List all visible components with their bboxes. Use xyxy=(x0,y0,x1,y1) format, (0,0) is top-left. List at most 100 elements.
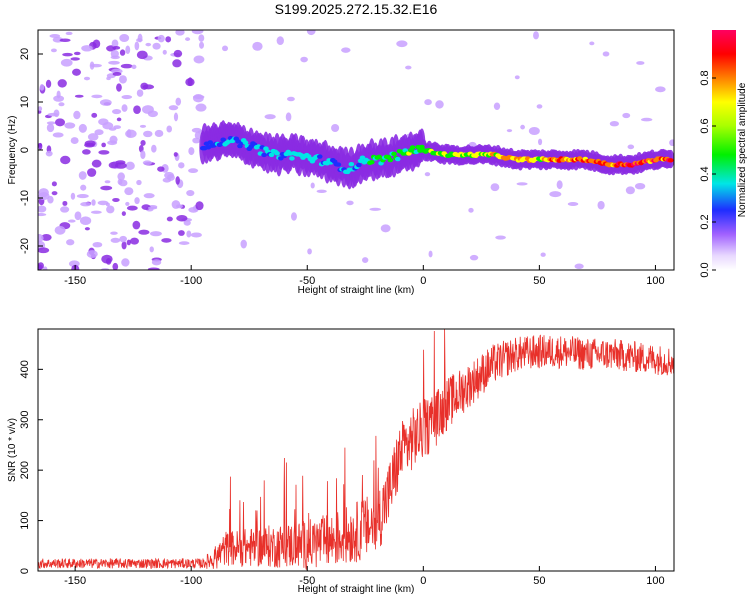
spectrogram-noise-cell xyxy=(175,97,182,106)
snr-x-tick-label: -150 xyxy=(64,575,86,587)
snr-x-tick-label: -100 xyxy=(180,575,202,587)
spectrogram-ridge-cell xyxy=(368,160,375,165)
colorbar-gradient xyxy=(712,30,736,270)
spectrogram-noise-cell xyxy=(107,140,118,146)
spectrogram-noise-cell xyxy=(187,77,193,86)
spectrogram-noise-cell xyxy=(567,201,579,206)
spectrogram-noise-cell xyxy=(154,129,164,138)
colorbar-label: Normalized spectral amplitude xyxy=(737,82,748,217)
snr-x-ticks: -150 -100 -50 0 50 100 xyxy=(64,566,665,587)
spectrogram-noise-cell xyxy=(602,51,610,57)
spectrogram-noise-cell xyxy=(82,149,91,155)
spectrogram-noise-cell xyxy=(178,230,185,236)
snr-y-tick-label: 0 xyxy=(19,568,31,574)
spectrogram-noise-cell xyxy=(285,112,292,122)
spectrogram-noise-cell xyxy=(655,86,666,93)
snr-x-tick-label: 0 xyxy=(420,575,426,587)
spectrogram-noise-cell xyxy=(495,235,506,240)
spectrogram-noise-cell xyxy=(121,258,130,267)
spectrogram-x-tick-label: 100 xyxy=(646,275,664,287)
spectrogram-noise-cell xyxy=(49,34,61,38)
spectrogram-noise-cell xyxy=(636,61,645,65)
spectrogram-noise-cell xyxy=(47,195,54,204)
spectrogram-noise-cell xyxy=(118,75,127,84)
spectrogram-noise-cell xyxy=(78,123,87,133)
spectrogram-noise-cell xyxy=(186,189,195,197)
spectrogram-noise-cell xyxy=(424,99,432,106)
spectrogram-noise-cell xyxy=(92,39,101,49)
spectrogram-noise-cell xyxy=(113,125,121,130)
spectrogram-noise-cell xyxy=(54,225,66,235)
spectrogram-noise-cell xyxy=(516,182,528,186)
spectrogram-noise-cell xyxy=(469,254,479,261)
spectrogram-noise-cell xyxy=(83,76,91,81)
spectrogram-noise-cell xyxy=(669,139,674,147)
spectrogram-noise-cell xyxy=(101,254,113,264)
spectrogram-noise-cell xyxy=(300,56,308,63)
spectrogram-noise-cell xyxy=(126,205,138,211)
spectrogram-noise-cell xyxy=(80,201,92,207)
spectrogram-noise-cell xyxy=(41,233,52,241)
spectrogram-noise-cell xyxy=(38,106,43,112)
spectrogram-noise-cell xyxy=(59,38,71,42)
spectrogram-ridge-cell xyxy=(394,156,401,162)
spectrogram-y-tick-label: 20 xyxy=(19,48,31,60)
spectrogram-noise-cell xyxy=(98,118,109,126)
spectrogram-noise-cell xyxy=(428,250,433,258)
spectrogram-noise-cell xyxy=(168,105,179,111)
spectrogram-noise-cell xyxy=(138,229,150,235)
spectrogram-noise-cell xyxy=(50,48,57,53)
spectrogram-noise-cell xyxy=(121,211,126,217)
spectrogram-noise-cell xyxy=(276,36,284,45)
spectrogram-noise-cell xyxy=(396,40,408,48)
spectrogram-noise-cell xyxy=(157,34,165,43)
spectrogram-noise-cell xyxy=(60,206,70,213)
spectrogram-noise-cell xyxy=(108,161,119,169)
spectrogram-noise-cell xyxy=(97,200,109,206)
spectrogram-noise-cell xyxy=(38,233,44,243)
spectrogram-noise-cell xyxy=(424,172,431,177)
spectrogram-noise-cell xyxy=(640,117,653,122)
spectrogram-x-label: Height of straight line (km) xyxy=(298,285,415,296)
spectrogram-noise-cell xyxy=(121,241,127,250)
spectrogram-noise-cell xyxy=(341,47,351,53)
spectrogram-noise-cell xyxy=(435,100,444,109)
spectrogram-noise-cell xyxy=(143,130,153,138)
spectrogram-noise-cell xyxy=(346,200,354,206)
snr-y-tick-label: 200 xyxy=(19,461,31,479)
snr-y-ticks: 0 100 200 300 400 xyxy=(19,360,43,574)
spectrogram-noise-cell xyxy=(136,50,148,60)
spectrogram-noise-cell xyxy=(533,31,539,40)
spectrogram-noise-cell xyxy=(405,65,412,70)
spectrogram-ridge-cell xyxy=(316,154,323,159)
spectrogram-noise-cell xyxy=(45,79,52,88)
spectrogram-noise-cell xyxy=(132,220,141,230)
spectrogram-noise-cell xyxy=(139,124,147,128)
spectrogram-noise-cell xyxy=(112,197,120,202)
spectrogram-noise-cell xyxy=(528,126,540,136)
spectrogram-noise-cell xyxy=(58,102,65,107)
spectrogram-noise-cell xyxy=(188,147,195,156)
spectrogram-ridge-cell xyxy=(261,152,267,158)
spectrogram-noise-cell xyxy=(131,64,137,70)
spectrogram-noise-cell xyxy=(126,239,131,246)
spectrogram-noise-cell xyxy=(240,239,247,249)
spectrogram-noise-cell xyxy=(55,118,65,127)
spectrogram-noise-cell xyxy=(116,117,122,122)
spectrogram-marks xyxy=(38,30,674,270)
spectrogram-noise-cell xyxy=(175,30,185,36)
spectrogram-noise-cell xyxy=(195,201,204,211)
spectrogram-noise-cell xyxy=(222,45,229,52)
spectrogram-noise-cell xyxy=(290,212,297,221)
spectrogram-noise-cell xyxy=(198,34,205,42)
spectrogram-x-tick-label: -150 xyxy=(64,275,86,287)
spectrogram-noise-cell xyxy=(130,237,139,245)
spectrogram-noise-cell xyxy=(149,246,154,253)
spectrogram-noise-cell xyxy=(165,36,172,43)
snr-frame xyxy=(37,328,675,572)
spectrogram-noise-cell xyxy=(111,39,119,48)
spectrogram-noise-cell xyxy=(110,237,121,243)
spectrogram-noise-cell xyxy=(46,121,56,125)
